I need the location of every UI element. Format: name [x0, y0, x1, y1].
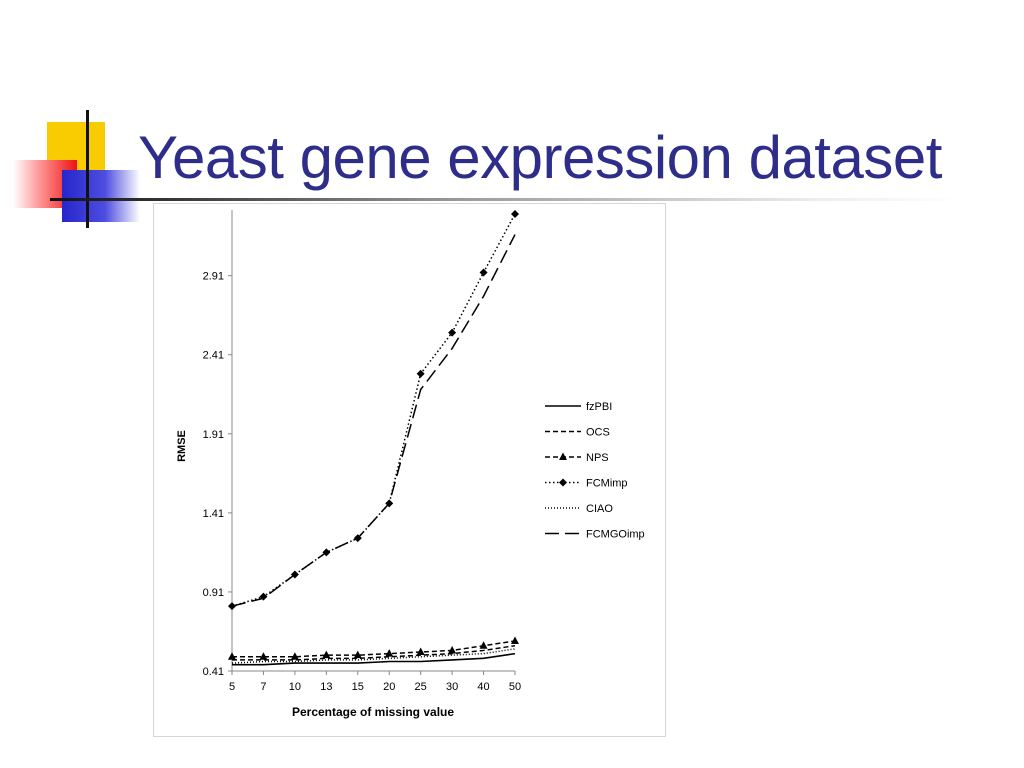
legend-label-fzpbi: fzPBI — [586, 401, 612, 413]
series-line-fzpbi — [232, 652, 516, 666]
y-tick-label: 0.41 — [203, 666, 224, 678]
chart-series — [228, 210, 519, 666]
decor-horizontal-line — [50, 198, 960, 201]
chart-legend: fzPBI OCS NPS FCMimp CIAO FCMGOimp — [545, 401, 645, 541]
series-line-fcmimp — [231, 213, 516, 607]
rmse-line-chart: 0.41 0.91 1.41 1.91 2.41 2.91 5 7 10 13 15 20 25 30 40… — [176, 210, 645, 719]
legend-label-nps: NPS — [586, 452, 609, 464]
series-fcmimp-point — [479, 268, 488, 277]
series-nps-point — [290, 652, 299, 660]
series-fcmimp-point — [416, 369, 425, 378]
series-line-nps — [232, 640, 516, 658]
decor-blue-square — [62, 170, 140, 222]
series-nps-point — [511, 636, 519, 644]
series-nps-point — [259, 652, 268, 660]
x-tick-label: 5 — [229, 681, 235, 693]
x-tick-label: 20 — [383, 681, 395, 693]
x-tick-label: 30 — [446, 681, 458, 693]
chart-frame: 0.41 0.91 1.41 1.91 2.41 2.91 5 7 10 13 15 20 25 30 40… — [153, 203, 666, 737]
legend-nps-point — [559, 452, 567, 460]
x-tick-label: 50 — [509, 681, 521, 693]
series-fcmimp-point — [259, 592, 268, 601]
series-nps-point — [385, 649, 394, 657]
legend-label-ocs: OCS — [586, 427, 610, 439]
x-tick-label: 25 — [415, 681, 427, 693]
y-tick-label: 1.41 — [203, 508, 224, 520]
legend-label-fcmimp: FCMimp — [586, 478, 628, 490]
legend-fcmimp-point — [559, 478, 567, 487]
x-tick-label: 15 — [352, 681, 364, 693]
y-tick-label: 0.91 — [203, 587, 224, 599]
series-nps-point — [228, 652, 236, 660]
x-tick-label: 10 — [289, 681, 301, 693]
y-axis-label: RMSE — [176, 430, 188, 462]
chart-axes: 0.41 0.91 1.41 1.91 2.41 2.91 5 7 10 13 15 20 25 30 40… — [203, 210, 521, 693]
x-tick-label: 13 — [320, 681, 332, 693]
series-line-fcmgoimp — [231, 234, 516, 607]
series-nps-point — [448, 645, 457, 654]
y-tick-label: 2.41 — [203, 350, 224, 362]
series-nps-point — [353, 650, 362, 659]
series-nps-point — [479, 641, 488, 649]
legend-label-ciao: CIAO — [586, 503, 613, 515]
x-axis-label: Percentage of missing value — [292, 705, 454, 719]
y-tick-label: 2.91 — [203, 271, 224, 283]
series-line-ocs — [232, 644, 516, 661]
series-nps-point — [416, 647, 425, 656]
series-fcmimp-point — [511, 210, 519, 218]
series-line-ciao — [231, 648, 516, 664]
y-tick-label: 1.91 — [203, 429, 224, 441]
legend-label-fcmgoimp: FCMGOimp — [586, 529, 645, 541]
decor-vertical-line — [86, 110, 89, 228]
x-tick-label: 40 — [477, 681, 489, 693]
series-nps-point — [322, 650, 331, 659]
slide-title: Yeast gene expression dataset — [138, 124, 942, 191]
x-tick-label: 7 — [260, 681, 266, 693]
series-fcmimp-point — [448, 328, 457, 337]
